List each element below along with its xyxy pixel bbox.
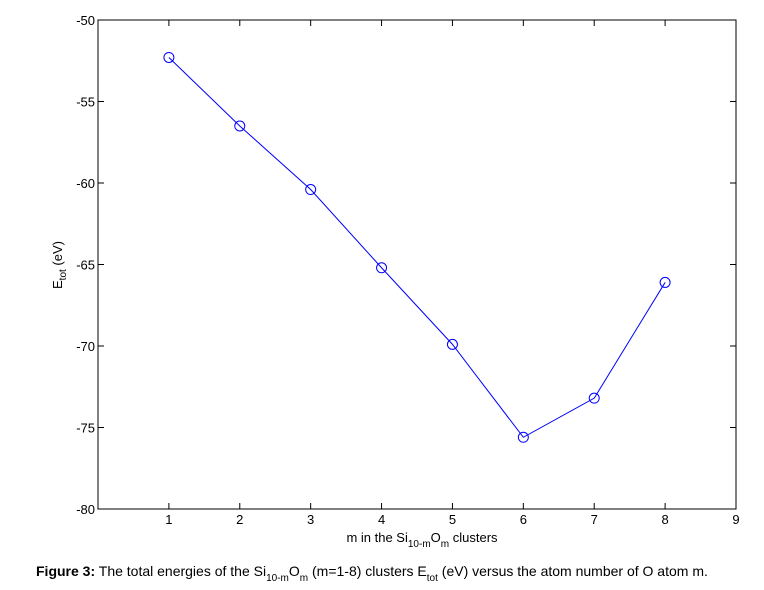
y-tick-label: -55 [76, 95, 95, 110]
figure-caption: Figure 3: The total energies of the Si10… [36, 562, 764, 584]
y-axis-label-main: E [50, 280, 65, 289]
x-tick-label: 6 [520, 512, 527, 527]
caption-sub-1: 10-m [266, 573, 289, 584]
y-tick-label: -75 [76, 421, 95, 436]
x-tick-label: 9 [732, 512, 739, 527]
data-point-marker [234, 120, 246, 132]
series-layer [163, 51, 671, 443]
data-point-marker [588, 392, 600, 404]
x-axis-label-mid: O [431, 530, 441, 545]
caption-sub-3: tot [426, 573, 438, 584]
caption-sub-2: m [299, 573, 309, 584]
x-axis-label-sub2: m [441, 539, 449, 550]
plot-frame [97, 19, 737, 510]
caption-text-1: The total energies of the Si [95, 563, 267, 579]
data-point-marker [305, 184, 317, 196]
data-point-marker [659, 276, 671, 288]
x-axis-label-pre: m in the Si [346, 530, 408, 545]
caption-text-2: O [288, 563, 300, 579]
y-axis-label-post: (eV) [50, 241, 65, 269]
x-tick-label: 2 [236, 512, 243, 527]
data-point-marker [163, 51, 175, 63]
x-tick-label: 1 [165, 512, 172, 527]
x-axis-label-post: clusters [449, 530, 498, 545]
caption-text-3: (m=1-8) clusters E [308, 563, 427, 579]
y-tick-label: -60 [76, 176, 95, 191]
caption-text-4: (eV) versus the atom number of O atom m. [437, 563, 708, 579]
x-tick-label: 5 [449, 512, 456, 527]
caption-label: Figure 3: [36, 563, 96, 579]
y-tick-label: -70 [76, 339, 95, 354]
y-axis-label-sub: tot [58, 269, 69, 280]
x-tick-label: 8 [661, 512, 668, 527]
axis-ticks: 1 2 3 4 5 6 7 8 9 -50 -55 -60 -65 -70 -75 -80 [76, 13, 739, 527]
x-axis-label-sub1: 10-m [408, 539, 431, 550]
chart-svg: 1 2 3 4 5 6 7 8 9 -50 -55 -60 -65 -70 -75 -80 m in the … [50, 13, 740, 550]
x-tick-label: 3 [307, 512, 314, 527]
series-line [168, 57, 666, 438]
y-axis-label: Etot (eV) [50, 241, 69, 289]
y-tick-label: -80 [76, 502, 95, 517]
data-point-marker [517, 431, 529, 443]
x-tick-label: 7 [591, 512, 598, 527]
x-axis-label: m in the Si10-mOm clusters [346, 530, 498, 550]
x-tick-label: 4 [378, 512, 385, 527]
y-tick-label: -50 [76, 13, 95, 28]
data-point-marker [446, 338, 458, 350]
y-tick-label: -65 [76, 258, 95, 273]
data-point-marker [376, 262, 388, 274]
axes [97, 19, 737, 510]
